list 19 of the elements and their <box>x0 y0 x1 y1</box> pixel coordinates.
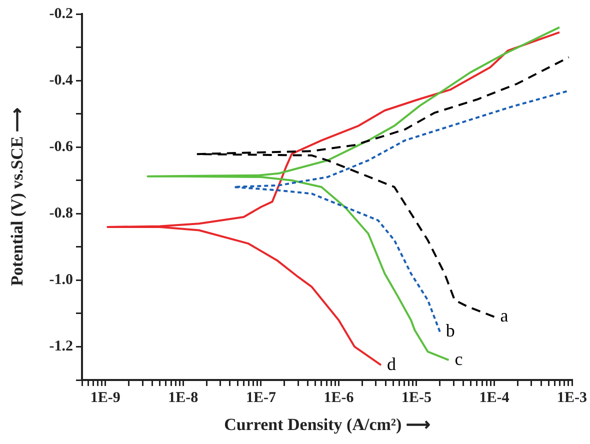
x-tick-label: 1E-7 <box>246 390 276 406</box>
x-tick-label: 1E-8 <box>168 390 198 406</box>
y-axis-title: Potential (V) vs.SCE ⟶ <box>8 108 27 286</box>
x-tick-label: 1E-4 <box>479 390 510 406</box>
x-tick-label: 1E-5 <box>401 390 432 406</box>
series-label: d <box>387 354 396 374</box>
y-tick-label: -0.6 <box>49 138 74 155</box>
y-tick-label: -1.2 <box>49 338 73 355</box>
series-label: b <box>446 320 455 340</box>
x-tick-label: 1E-9 <box>90 390 120 406</box>
x-tick-label: 1E-6 <box>324 390 354 406</box>
y-tick-label: -0.8 <box>49 206 73 222</box>
series-label: c <box>454 348 463 369</box>
x-axis-title: Current Density (A/cm²) ⟶ <box>224 415 430 434</box>
x-tick-label: 1E-3 <box>557 390 587 406</box>
series-label: a <box>500 306 508 326</box>
y-tick-label: -0.2 <box>49 6 73 22</box>
y-tick-label: -0.4 <box>49 72 74 88</box>
y-tick-label: -1.0 <box>49 272 73 288</box>
